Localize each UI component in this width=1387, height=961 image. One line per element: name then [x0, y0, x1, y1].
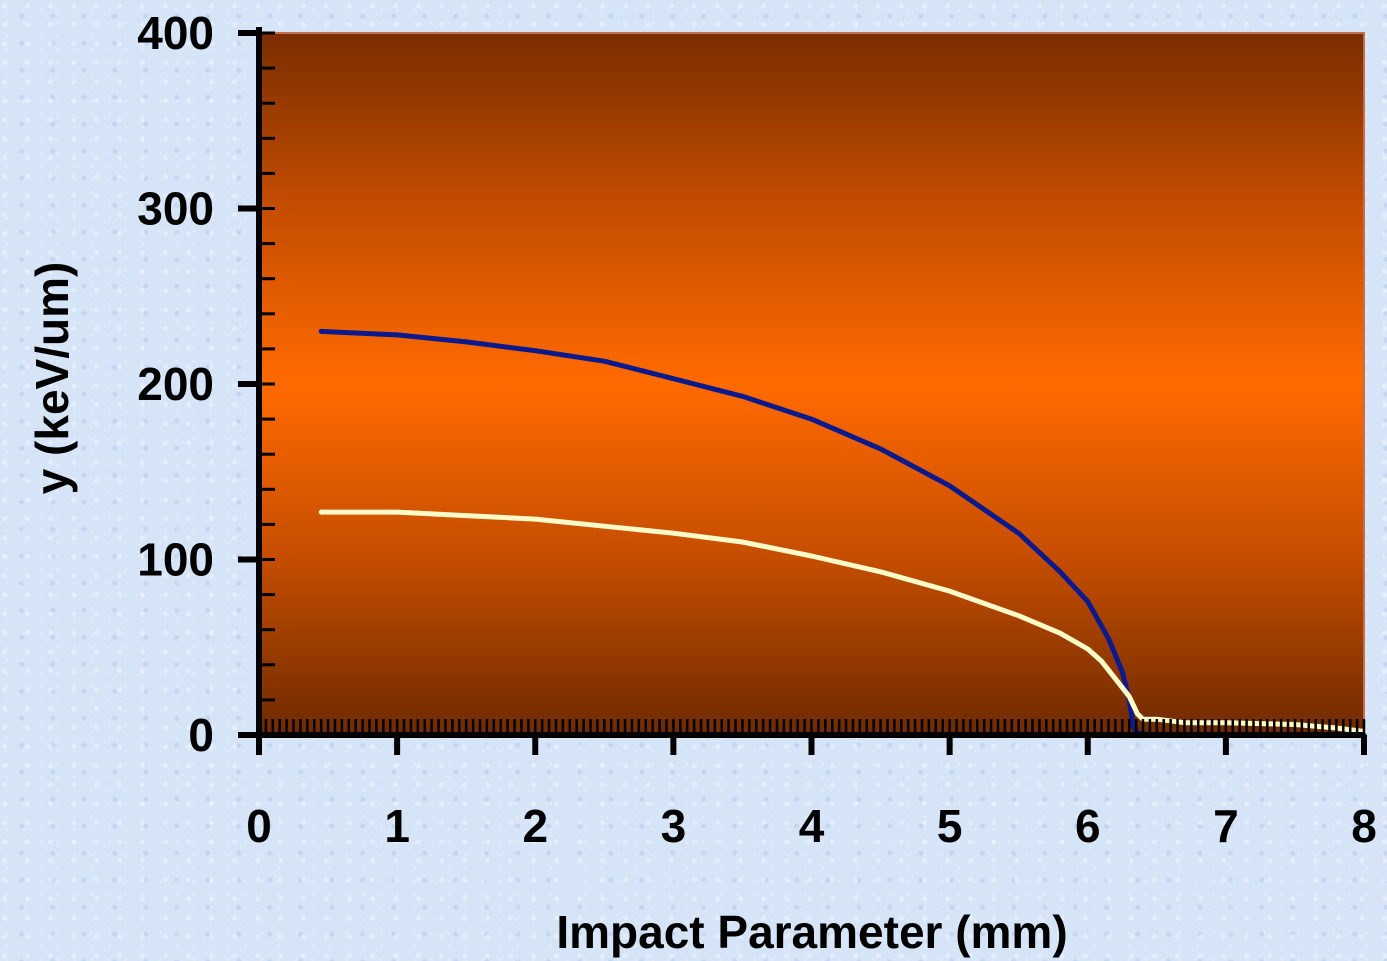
y-tick-label: 0 — [188, 709, 214, 761]
x-tick-label: 7 — [1213, 800, 1239, 852]
axis-layer — [238, 27, 1367, 755]
x-tick-label: 5 — [937, 800, 963, 852]
x-tick-label: 8 — [1351, 800, 1377, 852]
y-tick-label: 400 — [137, 7, 214, 59]
y-axis-title: y (keV/um) — [26, 262, 78, 495]
y-tick-label: 100 — [137, 534, 214, 586]
label-layer: 0 100 200 300 400 0 1 2 3 4 5 6 7 8 — [137, 7, 1377, 852]
x-tick-label: 1 — [384, 800, 410, 852]
x-tick-label: 6 — [1075, 800, 1101, 852]
x-tick-label: 3 — [661, 800, 687, 852]
x-axis-title: Impact Parameter (mm) — [556, 906, 1067, 958]
x-tick-label: 4 — [799, 800, 825, 852]
plot-area — [258, 32, 1365, 736]
x-tick-label: 0 — [246, 800, 272, 852]
y-tick-label: 200 — [137, 358, 214, 410]
y-tick-label: 300 — [137, 183, 214, 235]
x-tick-label: 2 — [522, 800, 548, 852]
